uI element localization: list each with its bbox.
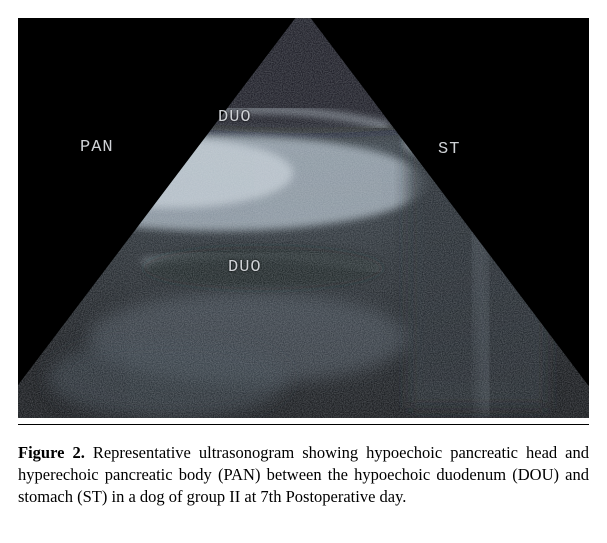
ultrasound-fan: [18, 18, 589, 418]
figure-caption-text: Representative ultrasonogram showing hyp…: [18, 443, 589, 507]
figure-container: PAN DUO ST DUO Figure 2. Representative …: [0, 0, 607, 543]
figure-caption-lead: Figure 2.: [18, 443, 85, 462]
ultrasound-image: PAN DUO ST DUO: [18, 18, 589, 418]
figure-rule: [18, 424, 589, 425]
figure-caption: Figure 2. Representative ultrasonogram s…: [18, 442, 589, 509]
